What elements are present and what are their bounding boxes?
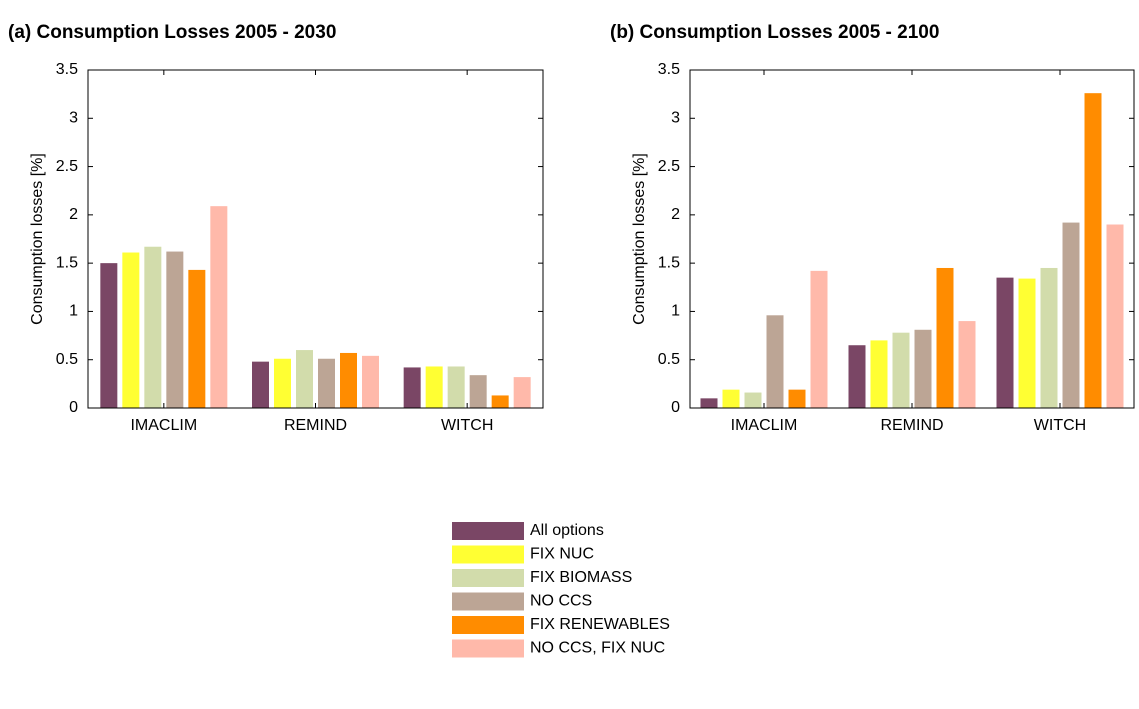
bar [362, 355, 379, 408]
bar [469, 375, 487, 408]
bar [122, 252, 140, 408]
y-tick-label: 3 [69, 110, 78, 127]
bar [766, 315, 784, 408]
legend-swatch [452, 616, 524, 634]
bar [252, 361, 269, 408]
bar [318, 358, 335, 408]
legend-swatch [452, 639, 524, 658]
bar [210, 206, 228, 408]
x-tick-label: REMIND [880, 417, 943, 434]
y-tick-label: 2.5 [56, 158, 78, 175]
legend-swatch [452, 545, 524, 564]
bar [1106, 224, 1124, 408]
chart-title: (a) Consumption Losses 2005 - 2030 [8, 22, 336, 43]
legend-label: NO CCS, FIX NUC [530, 640, 665, 657]
bar [722, 389, 740, 408]
bar [958, 321, 976, 408]
x-tick-label: WITCH [441, 417, 493, 434]
plot-frame [689, 69, 1135, 409]
bar [892, 332, 910, 408]
bar [100, 263, 118, 408]
y-tick-label: 0 [69, 399, 78, 416]
y-tick-label: 2.5 [658, 158, 680, 175]
legend-label: FIX BIOMASS [530, 569, 632, 586]
y-axis-label: Consumption losses [%] [29, 153, 46, 325]
y-tick-label: 2 [671, 206, 680, 223]
y-tick-label: 1 [671, 303, 680, 320]
bar [936, 267, 954, 408]
bar [513, 377, 531, 408]
legend-swatch [452, 522, 524, 540]
x-tick-label: REMIND [284, 417, 347, 434]
bar [1040, 267, 1058, 408]
legend-label: FIX NUC [530, 546, 594, 563]
bar [996, 277, 1014, 408]
bar [744, 392, 762, 408]
x-tick-label: WITCH [1034, 417, 1086, 434]
y-axis-label: Consumption losses [%] [631, 153, 648, 325]
x-tick-label: IMACLIM [731, 417, 798, 434]
bar [1018, 278, 1036, 408]
bar [870, 340, 888, 408]
bar [1084, 93, 1102, 409]
legend-swatch [452, 569, 524, 587]
legend-label: NO CCS [530, 593, 592, 610]
y-tick-label: 1.5 [56, 254, 78, 271]
y-tick-label: 3.5 [658, 61, 680, 78]
bar [810, 270, 828, 408]
bar [166, 251, 184, 408]
y-tick-label: 0 [671, 399, 680, 416]
y-tick-label: 1.5 [658, 254, 680, 271]
plot-frame [87, 69, 544, 409]
bar [274, 358, 291, 408]
bar [425, 366, 443, 408]
bar [403, 367, 421, 408]
y-tick-label: 3.5 [56, 61, 78, 78]
y-tick-label: 0.5 [658, 351, 680, 368]
x-tick-label: IMACLIM [130, 417, 197, 434]
bar [296, 350, 313, 408]
y-tick-label: 2 [69, 206, 78, 223]
bar [188, 269, 206, 408]
y-tick-label: 3 [671, 110, 680, 127]
y-tick-label: 1 [69, 303, 78, 320]
legend-label: FIX RENEWABLES [530, 616, 670, 633]
chart-title: (b) Consumption Losses 2005 - 2100 [610, 22, 939, 43]
bar [340, 352, 357, 408]
bar [447, 366, 465, 408]
legend-swatch [452, 592, 524, 611]
bar [700, 398, 718, 408]
bar [914, 329, 932, 408]
bar [1062, 222, 1080, 408]
bar [491, 395, 509, 408]
y-tick-label: 0.5 [56, 351, 78, 368]
bar [788, 389, 806, 408]
bar [144, 246, 162, 408]
legend-label: All options [530, 522, 604, 539]
bar [848, 345, 866, 408]
